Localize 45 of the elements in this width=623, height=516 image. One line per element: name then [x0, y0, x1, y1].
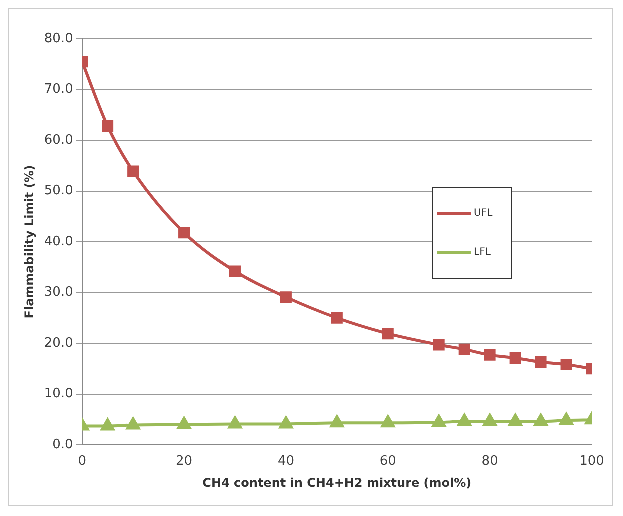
- point: [330, 416, 344, 428]
- point: [128, 166, 140, 178]
- point: [433, 339, 445, 351]
- point: [510, 352, 522, 364]
- y-axis-title: Flammability Limit (%): [22, 165, 36, 319]
- point: [178, 227, 190, 239]
- point: [102, 120, 114, 132]
- point: [560, 359, 572, 371]
- point: [458, 344, 470, 356]
- point: [280, 416, 293, 429]
- x-tick-label: 80: [482, 454, 498, 470]
- point: [228, 416, 242, 429]
- x-axis-title: CH4 content in CH4+H2 mixture (mol%): [202, 476, 472, 490]
- y-tick-label: 60.0: [44, 132, 74, 148]
- y-tick-label: 30.0: [44, 285, 74, 300]
- point: [331, 312, 343, 324]
- x-tick-label: 20: [176, 454, 193, 470]
- y-tick-label: 40.0: [44, 234, 74, 250]
- point: [381, 416, 395, 428]
- point: [126, 418, 140, 430]
- y-tick-label: 20.0: [44, 336, 74, 351]
- point: [560, 413, 574, 426]
- point: [534, 414, 548, 426]
- point: [382, 328, 394, 340]
- y-tick-label: 0.0: [52, 437, 74, 452]
- x-tick-label: 60: [380, 454, 396, 470]
- point: [280, 292, 292, 304]
- point: [458, 414, 472, 426]
- point: [101, 418, 115, 431]
- x-tick-label: 40: [278, 454, 294, 470]
- point: [178, 417, 191, 430]
- point: [432, 415, 446, 428]
- y-tick-label: 10.0: [44, 386, 74, 402]
- point: [230, 266, 241, 278]
- point: [484, 349, 496, 361]
- point: [535, 356, 547, 368]
- y-tick-label: 70.0: [44, 82, 74, 98]
- x-tick-label: 0: [78, 454, 86, 470]
- point: [483, 414, 497, 426]
- point: [508, 414, 522, 426]
- y-tick-label: 50.0: [44, 184, 74, 199]
- legend-label: UFL: [474, 208, 493, 219]
- y-tick-label: 80.0: [44, 31, 74, 46]
- legend-label: LFL: [474, 247, 491, 258]
- x-tick-label: 100: [580, 454, 604, 470]
